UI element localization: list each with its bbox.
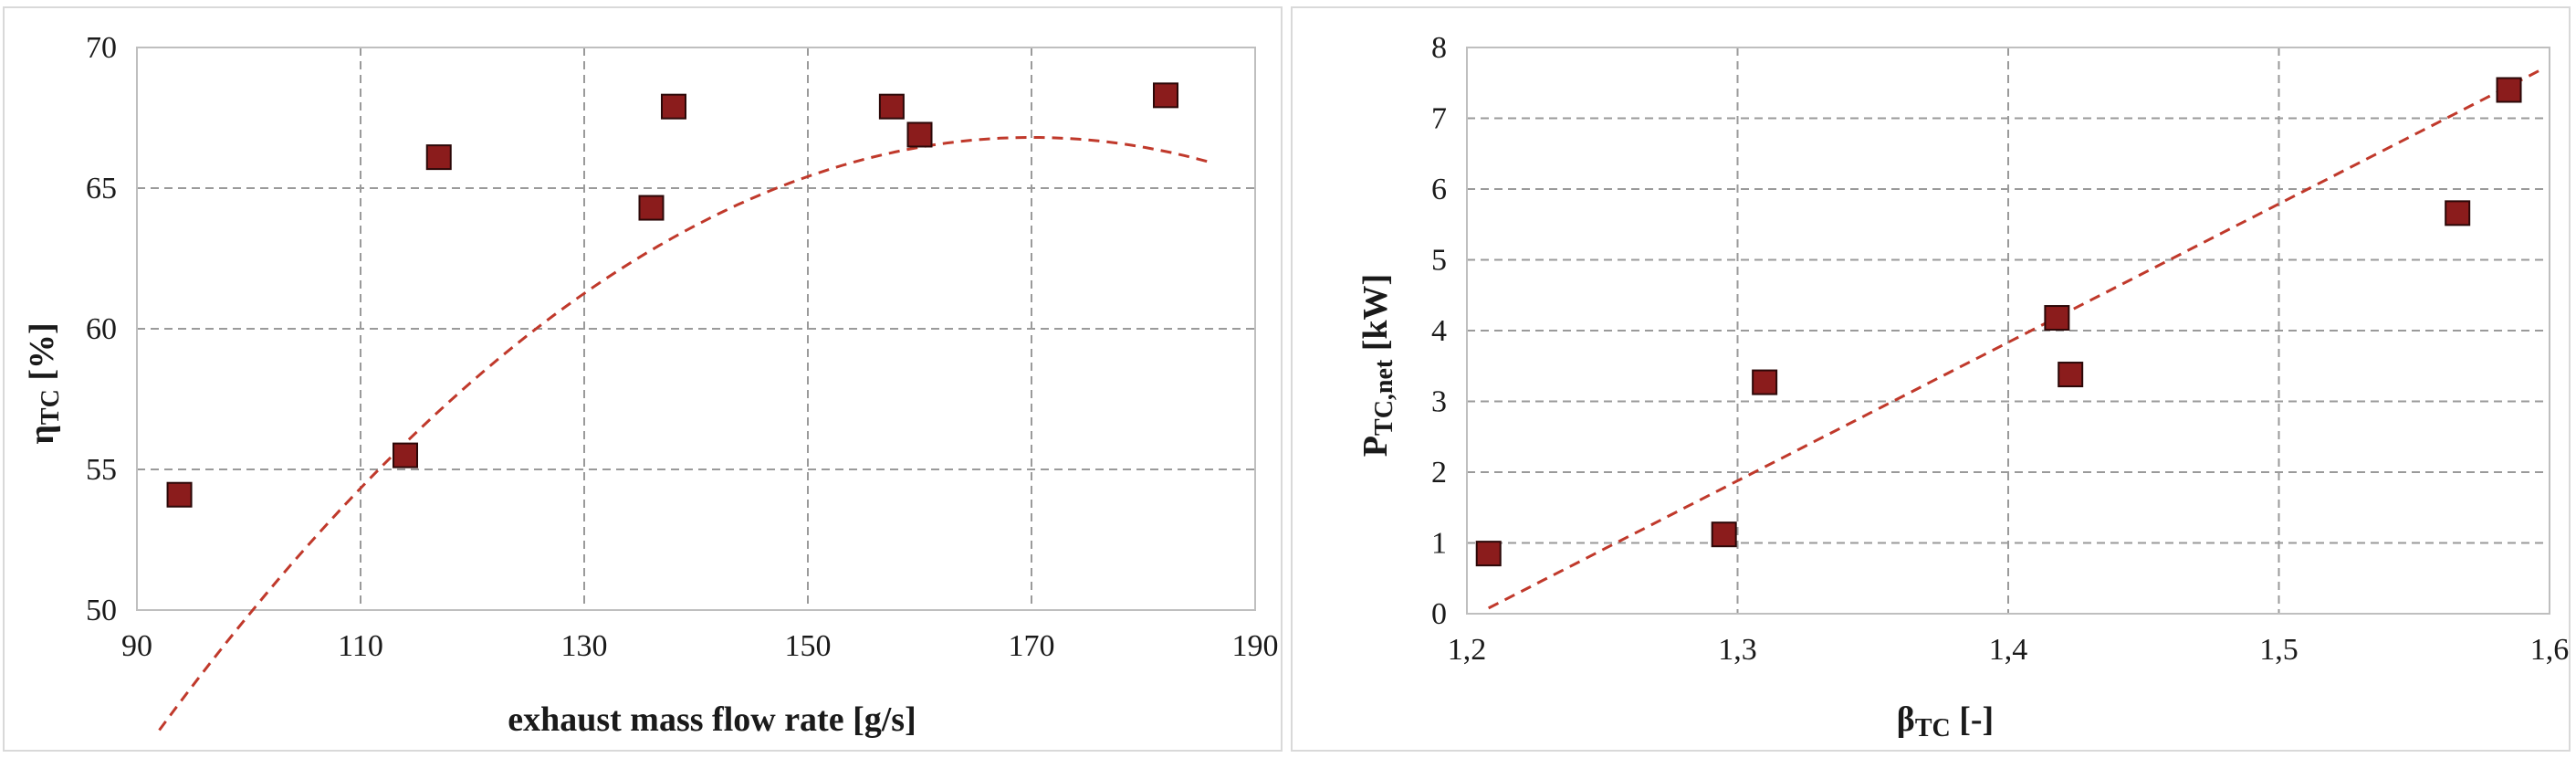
chart-left-x-tick-label: 130 xyxy=(561,629,608,663)
chart-right-data-point xyxy=(1752,369,1778,395)
chart-left-x-tick-label: 90 xyxy=(121,629,152,663)
chart-left-border xyxy=(3,6,1283,752)
chart-right-ylabel: PTC,net [kW] xyxy=(1356,274,1398,457)
chart-right-border xyxy=(1291,6,2571,752)
chart-left-data-point xyxy=(1153,82,1178,109)
chart-right-svg: 1,2 1,3 1,4 1,5 1,6 0 1 2 3 4 5 6 7 8 βTC [-] PTC,ne… xyxy=(1291,6,2571,752)
chart-right-data-point xyxy=(1711,521,1737,548)
chart-left-plot-area xyxy=(136,47,1256,611)
chart-right-ylabel-subscript: TC,net xyxy=(1370,359,1398,436)
chart-left-markers xyxy=(166,82,1178,508)
chart-right-data-point xyxy=(2445,200,2471,226)
chart-right-x-tick-label: 1,3 xyxy=(1718,633,1757,667)
chart-left-y-tick-label: 60 xyxy=(86,312,117,346)
chart-left-data-point xyxy=(166,481,193,508)
chart-right-x-tick-label: 1,4 xyxy=(1989,633,2028,667)
chart-right-y-tick-label: 1 xyxy=(1431,527,1447,561)
chart-right-plot-area xyxy=(1466,47,2550,615)
chart-right-x-tick-label: 1,6 xyxy=(2530,633,2570,667)
chart-left-ylabel-unit: [%] xyxy=(23,322,61,389)
chart-left-y-tick-label: 70 xyxy=(86,31,117,65)
chart-left-ylabel-symbol: η xyxy=(23,425,61,445)
chart-right-data-point xyxy=(1475,541,1502,567)
chart-left-data-point xyxy=(393,442,418,468)
chart-left-data-point xyxy=(906,121,933,148)
chart-left-ylabel-subscript: TC xyxy=(37,389,65,425)
chart-right-xlabel-unit: [-] xyxy=(1951,700,1994,739)
chart-left: 90 110 130 150 170 190 50 55 60 65 70 exhaust mas… xyxy=(3,6,1283,752)
chart-right-y-ticks: 0 1 2 3 4 5 6 7 8 xyxy=(1431,31,1447,631)
chart-right-x-tick-label: 1,5 xyxy=(2259,633,2299,667)
chart-right-xlabel-symbol: β xyxy=(1897,700,1915,739)
chart-right-xlabel-subscript: TC xyxy=(1915,714,1951,742)
chart-right-x-tick-label: 1,2 xyxy=(1448,633,1487,667)
chart-left-svg: 90 110 130 150 170 190 50 55 60 65 70 exhaust mas… xyxy=(3,6,1283,752)
chart-right-y-tick-label: 7 xyxy=(1431,102,1447,136)
chart-right-data-point xyxy=(2496,77,2522,103)
chart-left-x-ticks: 90 110 130 150 170 190 xyxy=(121,629,1279,663)
chart-right-data-point xyxy=(2044,305,2070,332)
chart-right-xlabel: βTC [-] xyxy=(1897,700,1994,742)
chart-right-y-tick-label: 5 xyxy=(1431,244,1447,278)
chart-left-grid xyxy=(137,47,1255,610)
chart-left-data-point xyxy=(661,93,686,120)
chart-right: 1,2 1,3 1,4 1,5 1,6 0 1 2 3 4 5 6 7 8 βTC [-] PTC,ne… xyxy=(1288,0,2576,758)
chart-right-ylabel-symbol: P xyxy=(1356,436,1395,457)
chart-right-markers xyxy=(1475,77,2522,567)
chart-left-x-tick-label: 150 xyxy=(785,629,832,663)
chart-left-y-tick-label: 55 xyxy=(86,453,117,487)
chart-left-x-tick-label: 110 xyxy=(338,629,383,663)
chart-left-data-point xyxy=(638,195,665,221)
chart-right-y-tick-label: 3 xyxy=(1431,385,1447,419)
chart-left-ylabel: ηTC [%] xyxy=(23,322,65,444)
chart-right-data-point xyxy=(2058,362,2084,388)
chart-right-y-tick-label: 4 xyxy=(1431,314,1447,348)
chart-left-data-point xyxy=(425,144,452,171)
chart-left-data-point xyxy=(878,93,905,120)
chart-right-y-tick-label: 2 xyxy=(1431,456,1447,490)
chart-left-trendline xyxy=(158,136,1211,732)
chart-left-y-tick-label: 65 xyxy=(86,172,117,205)
chart-right-y-tick-label: 8 xyxy=(1431,31,1447,65)
chart-left-x-tick-label: 170 xyxy=(1009,629,1055,663)
chart-left-xlabel: exhaust mass flow rate [g/s] xyxy=(508,700,916,739)
chart-left-y-tick-label: 50 xyxy=(86,594,117,627)
chart-left-y-ticks: 50 55 60 65 70 xyxy=(86,31,117,627)
chart-right-x-ticks: 1,2 1,3 1,4 1,5 1,6 xyxy=(1448,633,2570,667)
chart-right-trendline xyxy=(1488,69,2539,610)
chart-left-x-tick-label: 190 xyxy=(1232,629,1279,663)
chart-right-grid xyxy=(1467,47,2550,614)
chart-right-ylabel-unit: [kW] xyxy=(1356,274,1395,360)
chart-right-y-tick-label: 0 xyxy=(1431,597,1447,631)
chart-right-y-tick-label: 6 xyxy=(1431,173,1447,206)
